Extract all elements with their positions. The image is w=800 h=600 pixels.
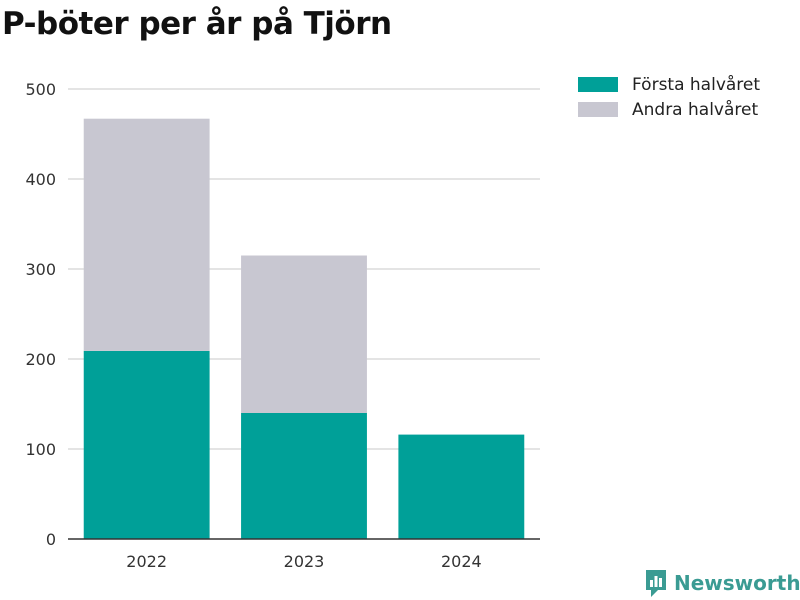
bar-2022-series-0 [83, 350, 210, 539]
y-tick-label: 500 [25, 80, 56, 99]
legend-item-second-half: Andra halvåret [578, 97, 760, 122]
legend-label-first-half: Första halvåret [632, 74, 761, 95]
newsworthy-logo: Newsworthy [644, 568, 800, 598]
y-tick-label: 100 [25, 440, 56, 459]
y-tick-label: 200 [25, 350, 56, 369]
x-tick-label: 2022 [126, 552, 167, 571]
y-tick-label: 0 [46, 530, 56, 549]
bar-group [83, 118, 525, 539]
y-tick-label: 300 [25, 260, 56, 279]
x-tick-label: 2023 [284, 552, 325, 571]
bar-2024-series-0 [398, 434, 525, 539]
legend: Första halvåret Andra halvåret [578, 72, 760, 122]
legend-item-first-half: Första halvåret [578, 72, 760, 97]
x-tick-label: 2024 [441, 552, 482, 571]
legend-swatch-second-half [578, 102, 618, 117]
y-tick-label: 400 [25, 170, 56, 189]
bar-2023-series-1 [241, 255, 367, 413]
newsworthy-logo-icon [646, 570, 666, 597]
bar-2022-series-1 [83, 118, 210, 351]
legend-swatch-first-half [578, 77, 618, 92]
chart-title: P-böter per år på Tjörn [2, 6, 392, 42]
y-tick-labels: 0 100 200 300 400 500 [25, 80, 56, 549]
brand-name: Newsworthy [674, 571, 800, 595]
legend-label-second-half: Andra halvåret [632, 99, 759, 120]
bar-2023-series-0 [241, 413, 367, 539]
x-tick-labels: 2022 2023 2024 [126, 552, 481, 571]
